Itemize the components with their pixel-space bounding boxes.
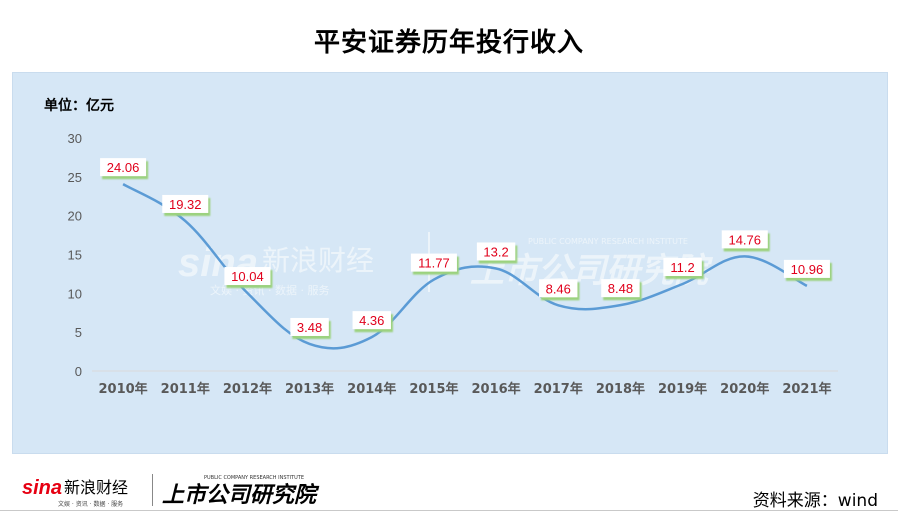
- data-label-text: 19.32: [169, 197, 202, 212]
- watermark-sina-cn: 新浪财经: [262, 244, 374, 277]
- data-label-text: 13.2: [483, 244, 508, 259]
- y-tick-label: 30: [68, 131, 82, 146]
- data-label-text: 14.76: [728, 232, 761, 247]
- data-label: 8.46: [539, 279, 578, 298]
- data-label: 11.77: [410, 253, 457, 272]
- source-note: 资料来源：wind: [752, 491, 878, 511]
- x-tick-label: 2019年: [658, 381, 707, 397]
- footer-divider: [152, 474, 153, 506]
- data-label-text: 10.96: [791, 262, 824, 277]
- data-label: 10.04: [224, 267, 271, 286]
- bottom-divider: [0, 510, 898, 511]
- footer-sina-sub: 文娱 · 资讯 · 数据 · 服务: [58, 500, 123, 508]
- data-label-box: [783, 259, 830, 278]
- data-label-text: 11.77: [418, 256, 450, 271]
- data-label-box: [721, 230, 768, 249]
- watermark: sina 新浪财经 文娱 · 资讯 · 数据 · 服务 上市公司研究院 PUBL…: [178, 232, 714, 297]
- watermark-institute-en: PUBLIC COMPANY RESEARCH INSTITUTE: [528, 237, 688, 246]
- y-tick-label: 15: [68, 248, 82, 263]
- x-tick-label: 2017年: [534, 381, 583, 397]
- footer-institute-en: PUBLIC COMPANY RESEARCH INSTITUTE: [204, 475, 304, 481]
- data-label-text: 8.48: [608, 281, 633, 296]
- data-label-box: [663, 258, 702, 277]
- data-label-box: [100, 158, 147, 177]
- data-label: 11.2: [663, 258, 702, 277]
- data-label-text: 11.2: [670, 260, 694, 275]
- x-tick-label: 2016年: [471, 381, 520, 397]
- y-tick-label: 5: [75, 325, 82, 340]
- data-label: 13.2: [476, 242, 516, 261]
- data-label: 4.36: [352, 311, 391, 330]
- x-tick-label: 2020年: [720, 381, 769, 397]
- watermark-sina-sub: 文娱 · 资讯 · 数据 · 服务: [210, 283, 329, 297]
- data-label: 3.48: [290, 317, 329, 336]
- data-label-box: [162, 194, 209, 213]
- data-label-text: 3.48: [297, 320, 322, 335]
- x-tick-label: 2021年: [782, 381, 831, 397]
- data-label: 8.48: [601, 279, 640, 298]
- x-tick-label: 2018年: [596, 381, 645, 397]
- y-tick-label: 20: [68, 209, 82, 224]
- data-label: 10.96: [783, 259, 830, 278]
- y-tick-label: 25: [68, 170, 82, 185]
- x-tick-label: 2013年: [285, 381, 334, 397]
- y-tick-labels: 0 5 10 15 20 25 30: [68, 131, 82, 379]
- data-label-box: [410, 253, 457, 272]
- data-label-text: 4.36: [359, 313, 384, 328]
- footer-institute-cn: 上市公司研究院: [162, 482, 320, 508]
- y-tick-label: 10: [68, 286, 82, 301]
- data-label-box: [290, 317, 329, 336]
- data-label-box: [539, 279, 578, 298]
- data-label: 14.76: [721, 230, 768, 249]
- footer-sina-brand: sina: [22, 477, 62, 499]
- data-label: 19.32: [162, 194, 209, 213]
- x-tick-label: 2010年: [98, 381, 147, 397]
- unit-label: 单位：亿元: [44, 98, 114, 114]
- x-tick-label: 2015年: [409, 381, 458, 397]
- data-label-text: 24.06: [107, 160, 140, 175]
- x-tick-labels: 2010年 2011年 2012年 2013年 2014年 2015年 2016年 2017年…: [98, 381, 831, 397]
- data-label-box: [476, 242, 516, 261]
- x-tick-label: 2011年: [161, 381, 210, 397]
- data-labels: 24.06 19.32 10.04 3.48 4.36 11.77 13.2 8.46 8.48…: [100, 158, 830, 336]
- y-tick-label: 0: [75, 364, 82, 379]
- data-label-text: 10.04: [231, 269, 264, 284]
- data-label: 24.06: [100, 158, 147, 177]
- data-label-box: [224, 267, 271, 286]
- x-tick-label: 2012年: [223, 381, 272, 397]
- footer-logo: sina 新浪财经 文娱 · 资讯 · 数据 · 服务 上市公司研究院 PUBL…: [22, 474, 320, 508]
- footer-sina-cn: 新浪财经: [64, 478, 128, 497]
- data-label-text: 8.46: [546, 281, 571, 296]
- x-tick-label: 2014年: [347, 381, 396, 397]
- data-label-box: [601, 279, 640, 298]
- chart-title: 平安证券历年投行收入: [313, 28, 584, 58]
- data-label-box: [352, 311, 391, 330]
